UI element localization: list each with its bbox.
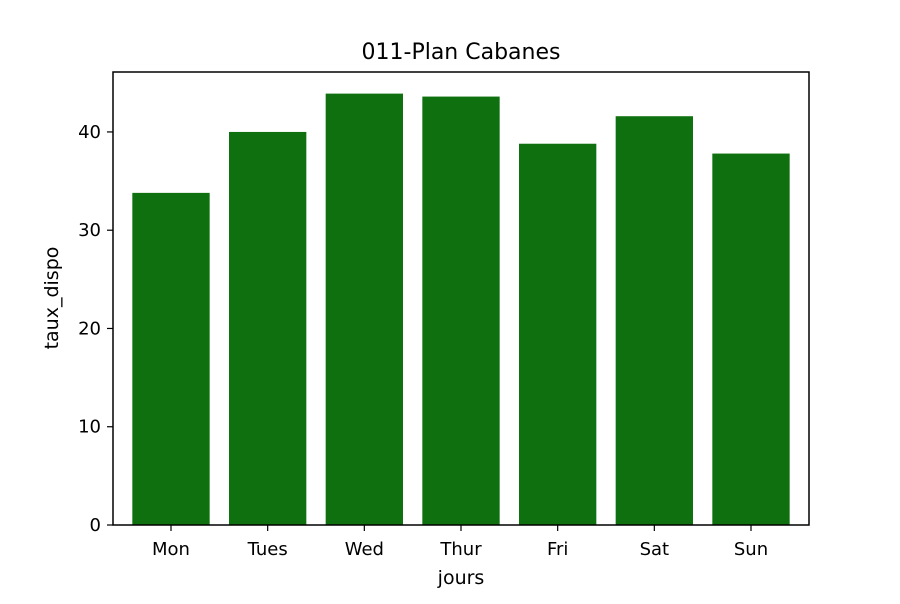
bar-tues [229,131,307,525]
bar-fri [519,143,597,526]
y-axis-ticks: 0 10 20 30 40 [78,122,113,536]
y-tick-label-20: 20 [78,318,101,339]
y-tick-label-0: 0 [90,515,101,536]
bars-layer [132,93,790,526]
y-tick-label-40: 40 [78,122,101,143]
y-tick-label-10: 10 [78,417,101,438]
bar-mon [132,192,210,525]
x-tick-label-mon: Mon [152,539,190,560]
bar-wed [325,93,403,526]
y-axis-label: taux_dispo [41,247,63,350]
x-tick-label-thur: Thur [439,539,482,560]
chart-title: 011-Plan Cabanes [362,40,561,65]
bar-sat [615,116,693,525]
x-tick-label-tues: Tues [247,539,288,560]
bar-thur [422,96,500,525]
x-axis-ticks: Mon Tues Wed Thur Fri Sat Sun [152,525,768,560]
y-tick-label-30: 30 [78,220,101,241]
plot-frame [112,71,810,526]
x-tick-label-sat: Sat [640,539,670,560]
x-axis-label: jours [437,567,485,589]
x-tick-label-wed: Wed [345,539,384,560]
x-tick-label-sun: Sun [734,539,768,560]
bar-sun [712,153,790,525]
x-tick-label-fri: Fri [547,539,568,560]
